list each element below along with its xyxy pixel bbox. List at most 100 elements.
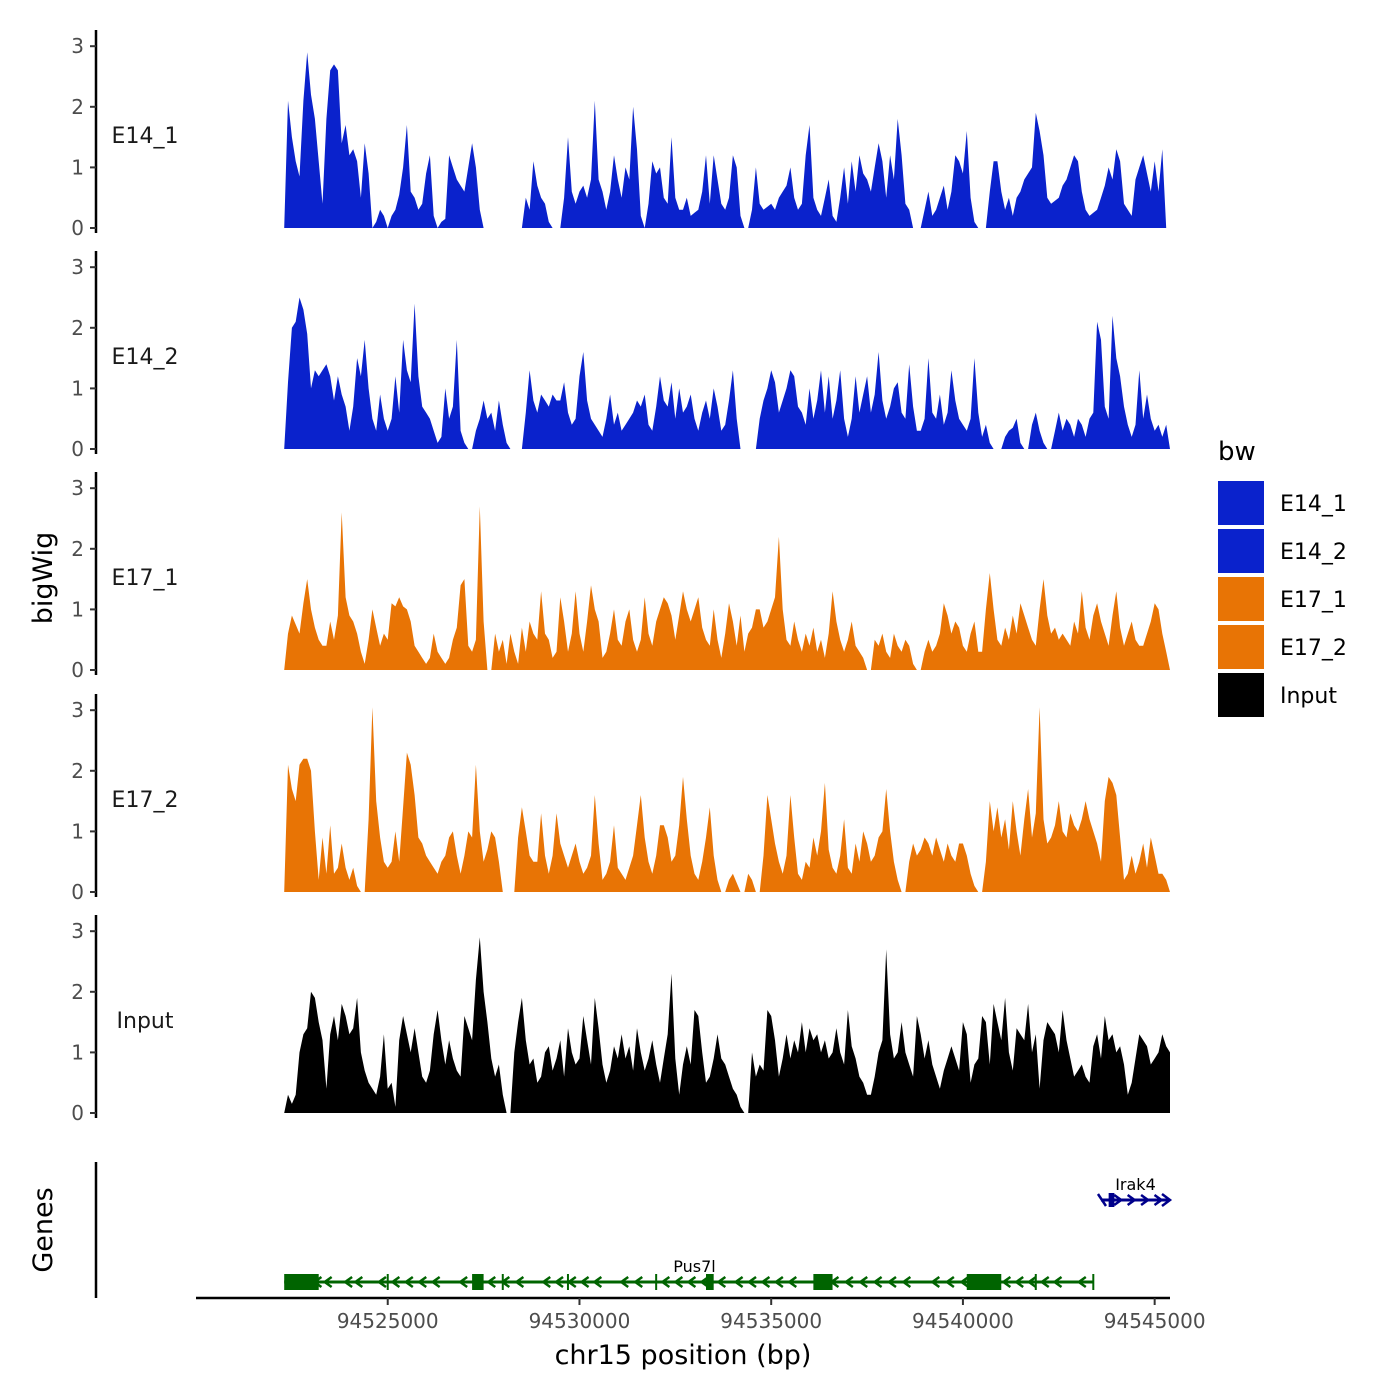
strand-arrow: [376, 1275, 387, 1289]
coverage-tracks: 0 1 2 3 E14_1 0 1 2 3 E14_2 0 1 2 3 E17_1 0 1 2 3 E17_2 0 1 2 3…: [71, 30, 1170, 1125]
exon: [966, 1274, 1002, 1290]
strand-arrow: [733, 1275, 744, 1289]
strand-arrow: [403, 1275, 414, 1289]
y-axis-title: bigWig: [28, 532, 59, 625]
y-tick-label: 0: [71, 1101, 84, 1125]
track-e14-1: 0 1 2 3 E14_1: [71, 30, 1167, 240]
strand-arrow: [901, 1275, 912, 1289]
track-label: Input: [117, 1009, 174, 1034]
strand-arrow: [486, 1275, 496, 1289]
y-tick-label: 1: [71, 1040, 84, 1064]
track-e17-1: 0 1 2 3 E17_1: [71, 472, 1170, 682]
track-e14-2: 0 1 2 3 E14_2: [71, 251, 1170, 461]
coverage-area: [759, 782, 902, 892]
strand-arrow: [886, 1275, 897, 1289]
coverage-area: [985, 112, 1167, 228]
coverage-area: [1051, 315, 1170, 449]
y-tick-label: 0: [71, 658, 84, 682]
exon: [706, 1274, 714, 1290]
legend-swatch: [1218, 625, 1264, 669]
coverage-area: [284, 506, 488, 670]
coverage-area: [1028, 412, 1048, 449]
strand-arrow: [1014, 1275, 1024, 1289]
gene-label: Pus7l: [673, 1257, 715, 1276]
genes-label: Genes: [28, 1187, 59, 1272]
y-tick-label: 1: [71, 155, 84, 179]
coverage-area: [284, 52, 388, 228]
strand-arrow: [1052, 1275, 1063, 1289]
strand-arrow: [1001, 1275, 1012, 1289]
legend-swatch: [1218, 529, 1264, 573]
strand-arrow: [1140, 1193, 1151, 1207]
coverage-area: [514, 776, 722, 892]
y-tick-label: 2: [71, 759, 84, 783]
strand-arrow: [787, 1275, 798, 1289]
legend-item: E14_2: [1218, 529, 1347, 573]
track-label: E14_1: [112, 124, 179, 149]
legend-label: E17_2: [1280, 636, 1347, 661]
strand-arrow: [760, 1275, 771, 1289]
coverage-area: [560, 100, 745, 228]
strand-arrow: [746, 1275, 757, 1289]
strand-arrow: [592, 1275, 603, 1289]
strand-arrow: [673, 1275, 684, 1289]
strand-arrow: [1153, 1193, 1164, 1207]
strand-arrow: [716, 1275, 727, 1289]
coverage-area: [905, 837, 979, 892]
legend-swatch: [1218, 577, 1264, 621]
y-tick-label: 2: [71, 95, 84, 119]
coverage-area: [472, 400, 511, 449]
y-tick-label: 3: [71, 476, 84, 500]
x-tick-label: 94525000: [337, 1309, 439, 1333]
coverage-area: [510, 973, 745, 1113]
x-tick-label: 94535000: [720, 1309, 822, 1333]
strand-arrow: [1039, 1275, 1050, 1289]
gene-label: Irak4: [1115, 1175, 1156, 1194]
strand-arrow: [353, 1275, 364, 1289]
coverage-area: [748, 949, 1170, 1113]
strand-arrow: [619, 1275, 629, 1289]
legend-item: E14_1: [1218, 481, 1347, 525]
exon: [284, 1274, 319, 1290]
coverage-area: [364, 707, 503, 892]
gene-models: Pus7l Irak4: [284, 1175, 1173, 1290]
legend-title: bw: [1218, 437, 1256, 467]
strand-arrow: [660, 1275, 671, 1289]
y-tick-label: 3: [71, 255, 84, 279]
legend-label: E14_1: [1280, 492, 1347, 517]
strand-arrow: [1126, 1193, 1137, 1207]
strand-arrow: [633, 1275, 643, 1289]
coverage-area: [284, 297, 469, 449]
track-label: E17_2: [112, 788, 179, 813]
strand-arrow: [843, 1275, 854, 1289]
coverage-area: [284, 937, 507, 1113]
y-tick-label: 0: [71, 437, 84, 461]
y-tick-label: 2: [71, 316, 84, 340]
strand-arrow: [686, 1275, 697, 1289]
x-axis-ticks: 94525000 94530000 94535000 94540000 94545000: [337, 1298, 1206, 1333]
strand-arrow: [872, 1275, 883, 1289]
strand-arrow: [930, 1275, 941, 1289]
strand-arrow: [959, 1275, 970, 1289]
coverage-area: [920, 131, 979, 228]
gene-irak4: Irak4: [1096, 1175, 1173, 1207]
y-tick-label: 1: [71, 376, 84, 400]
strand-arrow: [858, 1275, 868, 1289]
coverage-area: [1001, 418, 1025, 449]
y-tick-label: 0: [71, 880, 84, 904]
legend-label: E17_1: [1280, 588, 1347, 613]
strand-arrow: [322, 1275, 333, 1289]
strand-arrow: [1076, 1275, 1087, 1289]
coverage-area: [284, 758, 361, 892]
strand-arrow: [430, 1275, 441, 1289]
exon: [813, 1274, 833, 1290]
track-label: E17_1: [112, 566, 179, 591]
legend-label: E14_2: [1280, 540, 1347, 565]
coverage-area: [920, 573, 1170, 670]
coverage-area: [521, 352, 741, 449]
x-axis-title: chr15 position (bp): [555, 1340, 812, 1371]
exon: [472, 1274, 484, 1290]
strand-arrow: [1026, 1275, 1037, 1289]
y-tick-label: 2: [71, 980, 84, 1004]
strand-arrow: [514, 1275, 525, 1289]
